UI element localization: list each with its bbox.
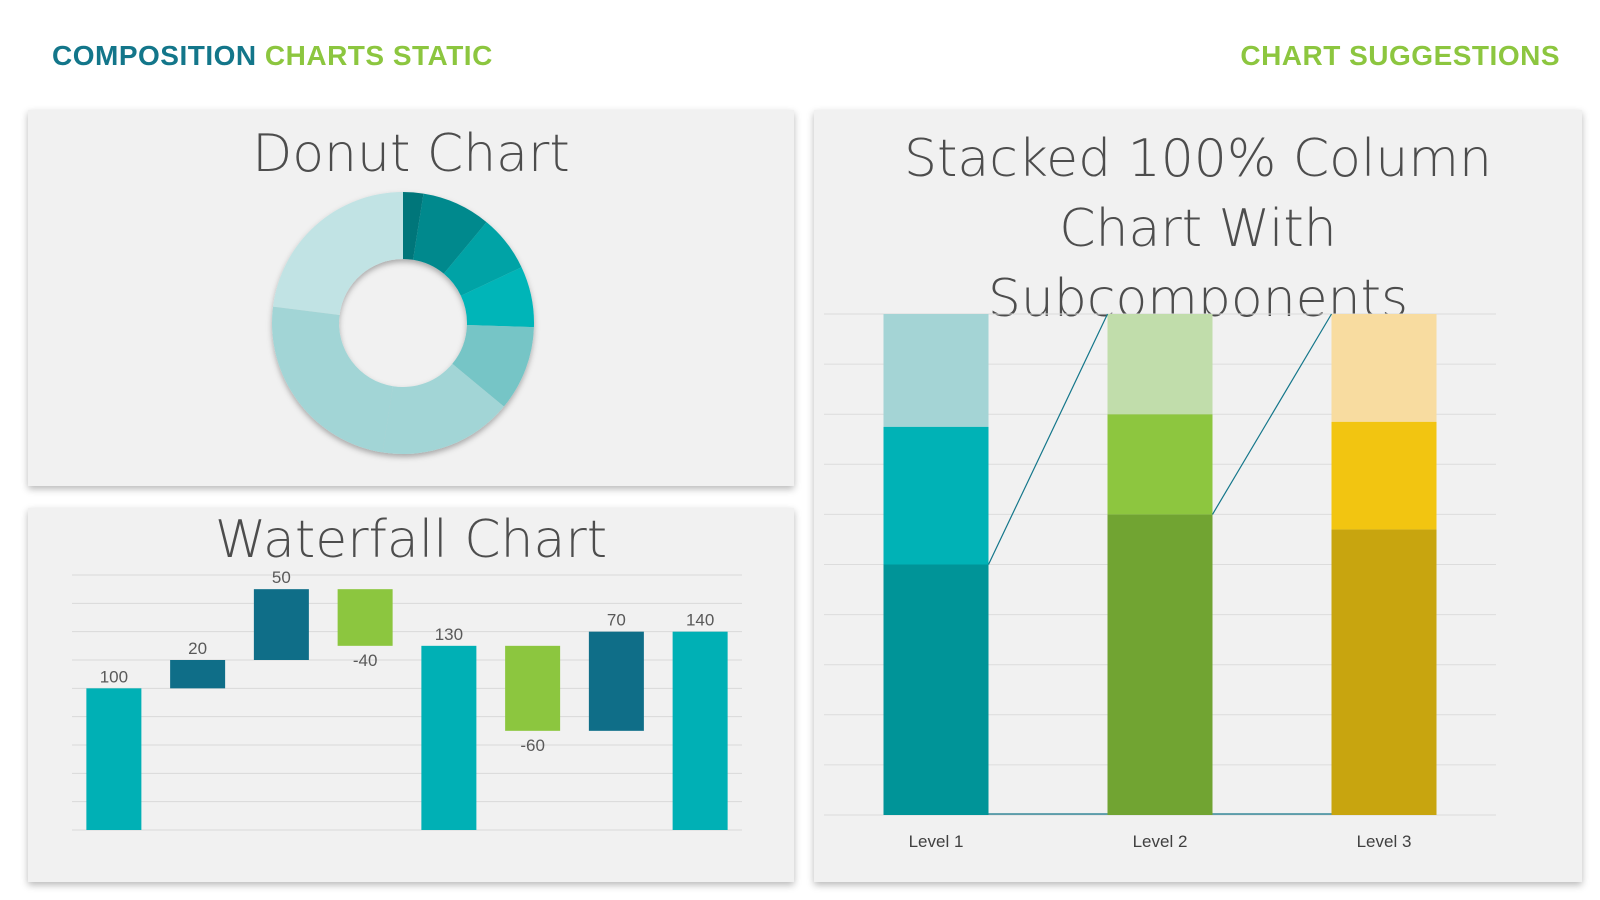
stacked-column-chart-panel: Stacked 100% Column Chart With Subcompon…: [814, 110, 1582, 882]
waterfall-data-label: 140: [686, 611, 714, 630]
stacked-column-chart: Level 1 Level 2 Level 3: [824, 313, 1496, 851]
donut-slice: [273, 192, 403, 315]
waterfall-data-label: 50: [272, 568, 291, 587]
waterfall-bar: [337, 589, 393, 646]
donut-slice: [382, 363, 504, 454]
waterfall-data-label: -60: [520, 736, 545, 755]
waterfall-bar: [588, 631, 644, 731]
waterfall-bar: [170, 660, 226, 689]
stacked-segment: [1107, 514, 1213, 815]
waterfall-data-label: 100: [100, 667, 128, 686]
stacked-segment: [883, 564, 989, 815]
donut-slice: [452, 325, 534, 407]
waterfall-data-label: -40: [353, 651, 378, 670]
stacked-segment: [883, 426, 989, 565]
donut-chart-panel: Donut Chart: [28, 110, 794, 486]
waterfall-bar: [672, 631, 728, 830]
stacked-segment: [883, 314, 989, 427]
donut-ring: [272, 192, 534, 454]
donut-chart-title: Donut Chart: [252, 124, 570, 184]
waterfall-bar: [253, 589, 309, 660]
donut-chart: [272, 192, 534, 454]
waterfall-chart-panel: Waterfall Chart 100 20 50 -40 130 -60 70 140: [28, 508, 794, 882]
stacked-segment: [1331, 314, 1437, 422]
connector-line: [1211, 313, 1333, 515]
donut-slice: [272, 306, 393, 453]
donut-slice: [413, 193, 487, 274]
donut-slice: [460, 267, 534, 328]
waterfall-bar: [421, 645, 477, 830]
waterfall-data-label: 70: [607, 611, 626, 630]
stacked-segment: [1107, 414, 1213, 515]
waterfall-data-label: 130: [435, 625, 463, 644]
x-axis-tick-label: Level 2: [1133, 832, 1188, 851]
stacked-segment: [1107, 314, 1213, 415]
stacked-chart-title: Stacked 100% Column Chart With Subcompon…: [904, 129, 1492, 329]
waterfall-bar: [86, 688, 142, 830]
stacked-segment: [1331, 529, 1437, 815]
waterfall-bar: [505, 645, 561, 731]
x-axis-tick-label: Level 1: [909, 832, 964, 851]
title-part-composition: COMPOSITION: [52, 40, 257, 71]
waterfall-chart-title: Waterfall Chart: [214, 510, 608, 570]
stacked-segment: [1331, 421, 1437, 530]
connector-line: [987, 313, 1109, 565]
section-label: CHART SUGGESTIONS: [1240, 40, 1560, 71]
title-part-charts-static: CHARTS STATIC: [264, 40, 493, 71]
waterfall-data-label: 20: [188, 639, 207, 658]
donut-slice: [403, 192, 424, 260]
waterfall-chart: 100 20 50 -40 130 -60 70 140: [72, 568, 742, 831]
page-title: COMPOSITION CHARTS STATIC: [52, 40, 493, 72]
x-axis-tick-label: Level 3: [1357, 832, 1412, 851]
donut-slice: [443, 222, 522, 296]
